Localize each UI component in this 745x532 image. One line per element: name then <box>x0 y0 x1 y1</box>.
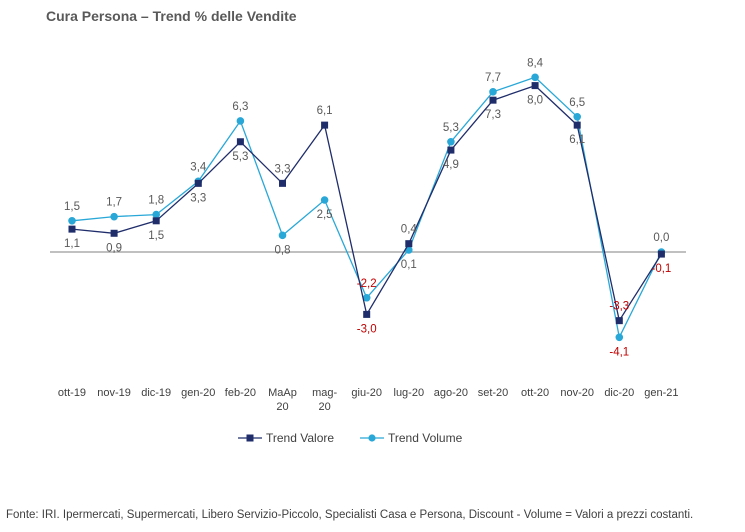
x-tick-label: gen-21 <box>644 387 678 399</box>
point-marker <box>447 137 455 146</box>
point-marker <box>489 88 497 96</box>
data-label-volume: 5,3 <box>443 122 459 134</box>
point-marker <box>531 82 539 90</box>
point-marker <box>110 229 118 237</box>
data-label-valore: 8,0 <box>527 95 543 107</box>
data-label-volume: 2,5 <box>317 209 333 221</box>
legend-marker <box>246 434 254 442</box>
point-marker <box>531 73 539 82</box>
point-marker <box>405 240 413 248</box>
data-label-volume: 0,1 <box>401 259 417 271</box>
legend-label: Trend Valore <box>266 431 334 445</box>
x-tick-label: feb-20 <box>225 387 256 399</box>
data-label-volume: 6,3 <box>232 101 248 113</box>
point-marker <box>279 179 286 187</box>
data-label-volume: 7,7 <box>485 72 501 84</box>
point-marker <box>68 217 76 225</box>
data-label-volume: 6,5 <box>569 97 585 109</box>
source-footnote: Fonte: IRI. Ipermercati, Supermercati, L… <box>6 509 694 521</box>
point-marker <box>363 310 371 318</box>
point-marker <box>615 333 624 342</box>
data-label-valore: 3,3 <box>275 163 291 175</box>
legend-marker <box>368 434 376 442</box>
x-tick-label: ott-19 <box>58 387 86 399</box>
point-marker <box>573 121 581 129</box>
legend-item-trend-volume: Trend Volume <box>360 431 463 445</box>
data-label-volume: -4,1 <box>609 346 629 358</box>
data-label-valore: -3,0 <box>357 323 377 335</box>
x-tick-label: nov-19 <box>97 387 131 399</box>
point-marker <box>110 212 118 221</box>
legend-label: Trend Volume <box>388 431 463 445</box>
point-marker <box>320 196 329 204</box>
x-tick-label: ott-20 <box>521 387 549 399</box>
x-tick-label: mag-20 <box>312 387 337 413</box>
data-label-valore: 1,5 <box>148 230 164 242</box>
data-label-valore: 0,4 <box>401 224 418 236</box>
data-label-valore: 6,1 <box>569 134 585 146</box>
point-marker <box>489 96 497 104</box>
x-tick-labels: ott-19 nov-19 dic-19 gen-20 feb-20 MaAp 20 mag-… <box>58 387 679 413</box>
series-trend-volume <box>68 73 666 342</box>
data-label-valore: 0,9 <box>106 242 122 254</box>
data-label-valore: 4,9 <box>443 159 459 171</box>
data-label-valore: 7,3 <box>485 109 501 121</box>
point-marker <box>321 121 329 129</box>
data-label-volume: 1,8 <box>148 195 164 207</box>
data-label-valore: -0,1 <box>651 263 671 275</box>
point-marker <box>194 179 202 187</box>
data-label-volume: 0,0 <box>653 232 669 244</box>
data-label-volume: 0,8 <box>275 244 291 256</box>
x-tick-label: dic-19 <box>141 387 171 399</box>
data-label-volume: 3,4 <box>190 161 207 173</box>
x-tick-label: set-20 <box>478 387 509 399</box>
legend-item-trend-valore: Trend Valore <box>238 431 334 445</box>
series-layer <box>68 73 666 342</box>
data-label-volume: -2,2 <box>357 278 377 290</box>
point-marker <box>615 317 623 325</box>
point-marker <box>278 231 287 240</box>
data-label-volume: 1,7 <box>106 197 122 209</box>
data-label-valore: -3,3 <box>609 301 629 313</box>
point-marker <box>68 225 76 233</box>
x-tick-label: giu-20 <box>351 387 382 399</box>
data-label-valore: 3,3 <box>190 192 206 204</box>
chart-title: Cura Persona – Trend % delle Vendite <box>46 8 297 24</box>
x-tick-label: gen-20 <box>181 387 215 399</box>
data-labels: 1,1 1,5 0,9 1,7 1,5 1,8 3,3 3,4 5,3 6,3 3,3 0,8 6,1 2… <box>64 57 671 358</box>
point-marker <box>573 113 581 121</box>
x-tick-label: MaAp 20 <box>268 387 297 413</box>
data-label-valore: 1,1 <box>64 238 80 250</box>
legend: Trend Valore Trend Volume <box>238 431 463 445</box>
series-trend-valore <box>68 82 665 325</box>
point-marker <box>657 250 665 258</box>
x-tick-label: ago-20 <box>434 387 468 399</box>
point-marker <box>447 146 455 154</box>
point-marker <box>236 117 245 125</box>
point-marker <box>362 293 371 302</box>
data-label-valore: 5,3 <box>232 151 248 163</box>
x-tick-label: nov-20 <box>560 387 594 399</box>
data-label-volume: 1,5 <box>64 201 80 213</box>
data-label-volume: 8,4 <box>527 57 544 69</box>
data-label-valore: 6,1 <box>317 105 333 117</box>
point-marker <box>236 138 244 146</box>
point-marker <box>152 210 160 219</box>
point-marker <box>152 217 160 225</box>
line-chart: 1,1 1,5 0,9 1,7 1,5 1,8 3,3 3,4 5,3 6,3 3,3 0,8 6,1 2… <box>50 57 686 445</box>
x-tick-label: dic-20 <box>604 387 634 399</box>
x-tick-label: lug-20 <box>394 387 425 399</box>
